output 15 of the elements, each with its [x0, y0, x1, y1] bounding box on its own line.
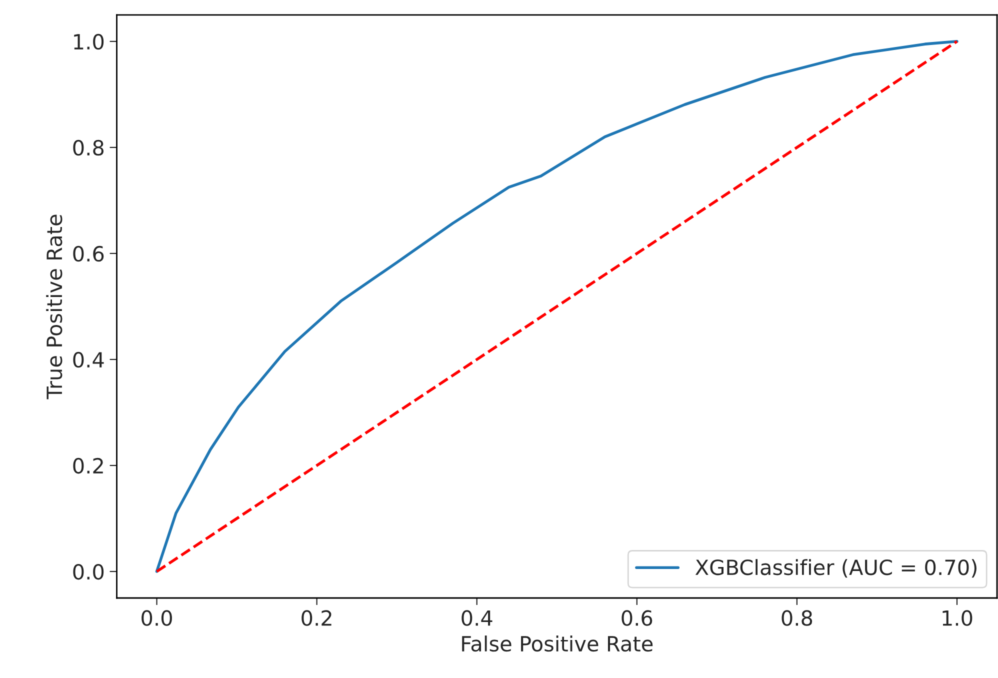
x-axis-title: False Positive Rate [462, 636, 653, 652]
y-tick-label: 0.0 [73, 564, 104, 580]
x-tick-label: 1.0 [942, 610, 972, 626]
x-tick-label: 0.0 [142, 610, 172, 626]
x-tick-label: 0.6 [622, 610, 652, 626]
y-axis-title: True Positive Rate [46, 214, 62, 400]
x-tick-label: 0.8 [782, 610, 812, 626]
x-tick-label: 0.2 [302, 610, 332, 626]
legend-label: XGBClassifier (AUC = 0.70) [695, 559, 976, 578]
y-tick-label: 1.0 [74, 34, 104, 50]
x-tick-label: 0.4 [462, 610, 492, 626]
y-tick-label: 0.6 [73, 246, 104, 262]
y-tick-label: 0.8 [73, 140, 104, 156]
y-tick-label: 0.4 [73, 352, 104, 368]
y-tick-label: 0.2 [73, 458, 103, 474]
